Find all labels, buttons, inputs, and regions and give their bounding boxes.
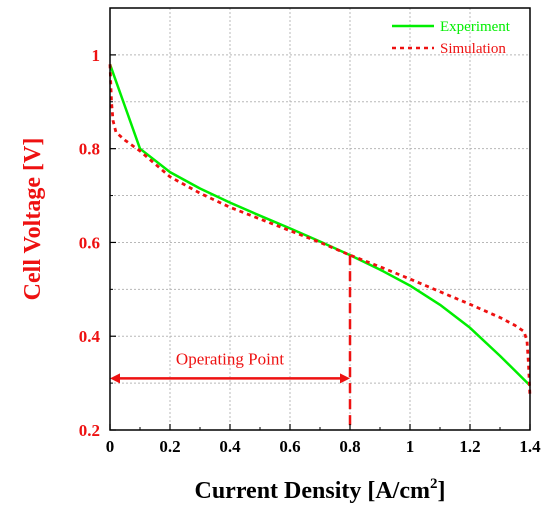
series-line-simulation	[108, 64, 532, 398]
arrowhead-left	[110, 373, 120, 384]
x-tick-label: 0	[106, 437, 115, 456]
x-tick-label: 0.6	[279, 437, 300, 456]
ticks: 0 0.2 0.4 0.6 0.8 1 1.2 1.4 0.2 0.4 0.6 0.8 1	[79, 46, 541, 456]
x-axis-label-superscript: 2	[430, 476, 438, 492]
y-tick-label: 0.6	[79, 233, 100, 252]
series-line-experiment	[108, 63, 531, 387]
arrowhead-right	[340, 373, 350, 384]
y-tick-label: 0.4	[79, 327, 101, 346]
series	[108, 63, 532, 398]
y-tick-label: 1	[92, 46, 101, 65]
y-tick-label: 0.8	[79, 140, 100, 159]
x-tick-label: 1.4	[519, 437, 541, 456]
grid	[110, 8, 530, 430]
legend: Experiment Simulation	[392, 19, 511, 57]
operating-point-label: Operating Point	[176, 349, 284, 368]
plot-frame	[109, 7, 531, 431]
legend-label-simulation: Simulation	[440, 41, 506, 57]
x-tick-label: 0.8	[339, 437, 360, 456]
x-tick-label: 0.4	[219, 437, 241, 456]
x-axis-label-close: ]	[438, 478, 446, 504]
x-tick-label: 1	[406, 437, 415, 456]
annotation: Operating Point	[110, 255, 352, 430]
x-axis-label: Current Density [A/cm2]	[194, 476, 445, 504]
x-tick-label: 0.2	[159, 437, 180, 456]
x-tick-label: 1.2	[459, 437, 480, 456]
legend-label-experiment: Experiment	[440, 19, 511, 35]
y-axis-label: Cell Voltage [V]	[20, 138, 46, 301]
x-axis-label-main: Current Density [A/cm	[194, 478, 430, 504]
y-tick-label: 0.2	[79, 421, 100, 440]
